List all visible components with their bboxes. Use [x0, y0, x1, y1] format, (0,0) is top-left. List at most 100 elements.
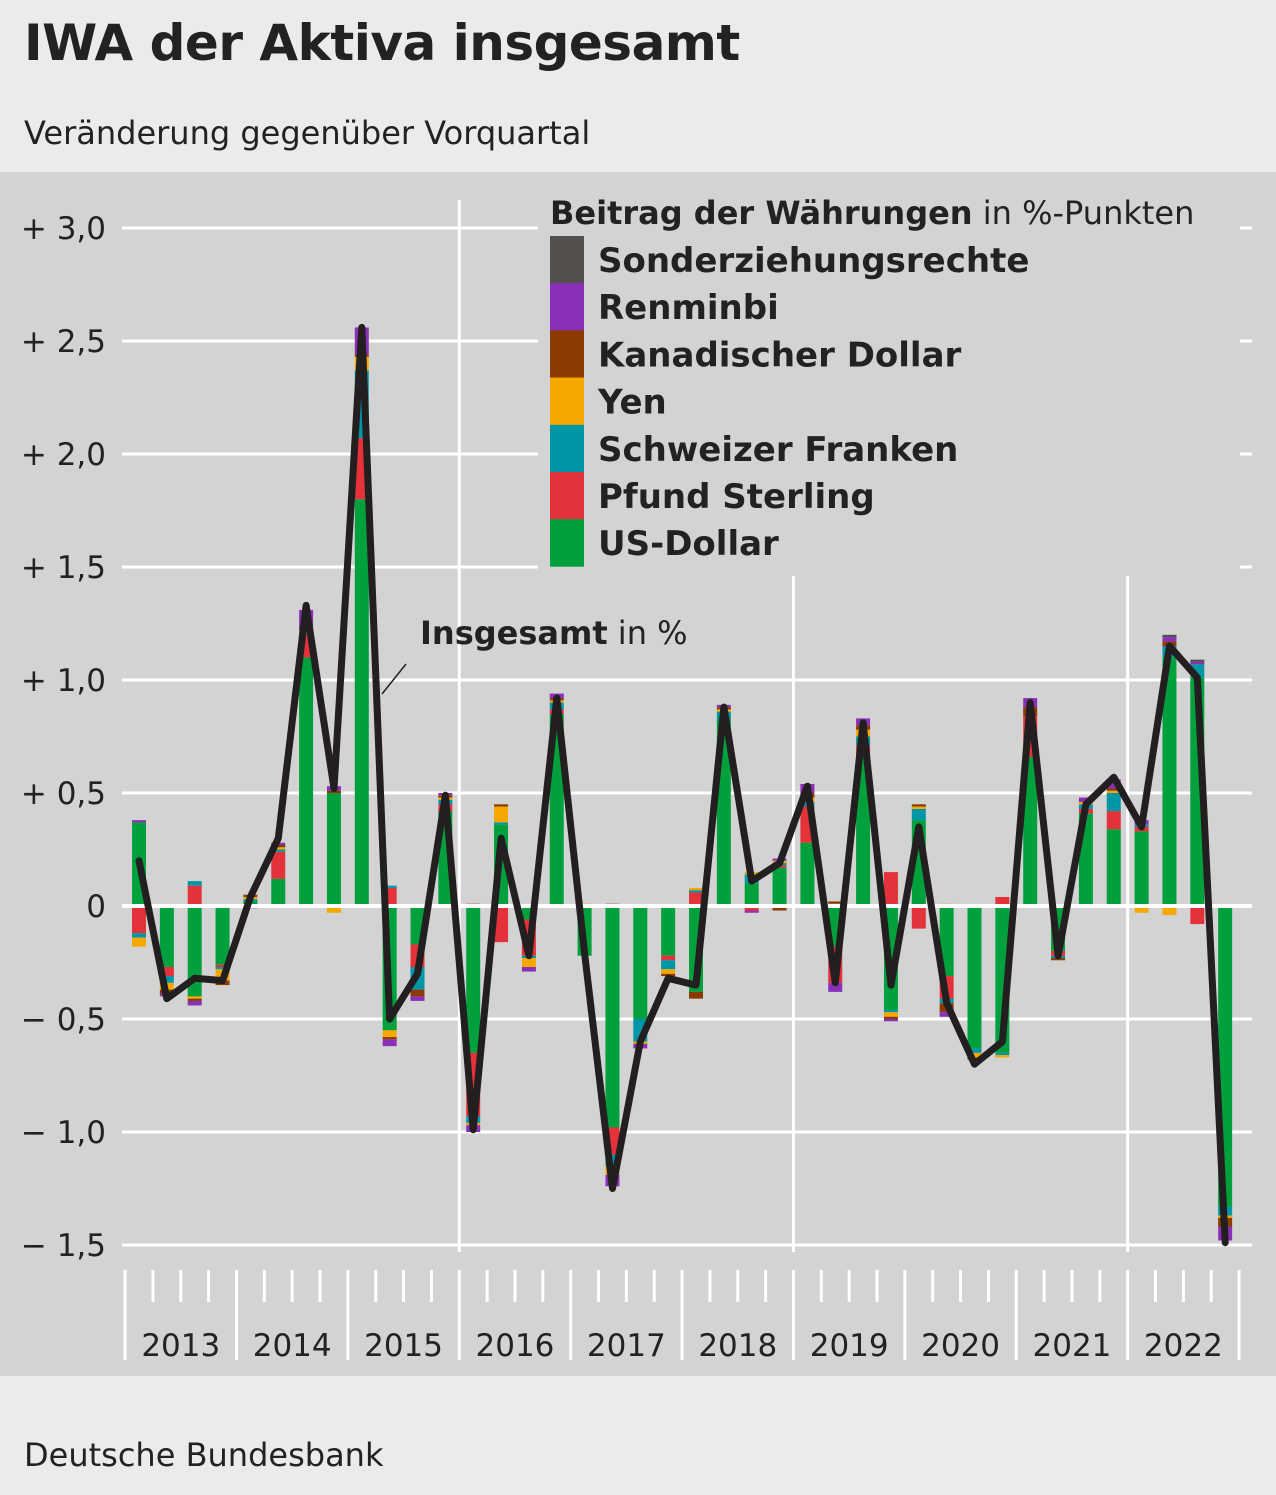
bar-segment: [911, 804, 926, 807]
year-label-2016: 2016: [476, 1328, 555, 1364]
bar-segment: [521, 957, 536, 968]
legend-swatch: [550, 283, 584, 331]
bar-segment: [883, 1012, 898, 1017]
legend-swatch: [550, 236, 584, 284]
bar-segment: [1162, 657, 1177, 906]
bar-segment: [382, 1037, 397, 1040]
legend-title-rest: in %-Punkten: [973, 194, 1195, 232]
y-tick-label-5: + 0,5: [21, 776, 106, 812]
chart-subtitle: Veränderung gegenüber Vorquartal: [24, 114, 591, 152]
bar-segment: [1106, 829, 1121, 906]
year-label-2021: 2021: [1033, 1328, 1112, 1364]
bar-segment: [661, 955, 676, 961]
bar-segment: [633, 906, 648, 1019]
bar-segment: [187, 881, 202, 886]
bar-segment: [271, 849, 286, 852]
legend-swatch: [550, 519, 584, 567]
bar-segment: [772, 906, 787, 911]
bar-segment: [1023, 756, 1038, 906]
bar-segment: [271, 878, 286, 906]
bar-segment: [744, 906, 759, 911]
bar-segment: [494, 822, 509, 825]
legend: Beitrag der Währungen in %-Punkten Sonder…: [538, 190, 1240, 576]
x-axis: 2013 2014 2015 2016 2017 2018 2019 2020 2021 2022: [123, 1270, 1241, 1364]
bar-segment: [159, 906, 174, 968]
y-tick-label-3: + 1,5: [21, 550, 106, 586]
legend-swatch: [550, 377, 584, 426]
year-label-2019: 2019: [810, 1328, 889, 1364]
legend-label: Pfund Sterling: [598, 477, 875, 517]
bar-segment: [382, 885, 397, 888]
bar-segment: [187, 885, 202, 906]
chart-svg: + 3,0 + 2,5 + 2,0 + 1,5 + 1,0 + 0,5 0 − 0,5 − 1,…: [21, 190, 1252, 1364]
bar-segment: [856, 754, 871, 906]
annotation-label-bold: Insgesamt: [420, 614, 608, 652]
legend-swatch: [550, 330, 584, 378]
bar-segment: [911, 906, 926, 929]
bar-segment: [689, 887, 703, 891]
bar-segment: [744, 910, 759, 913]
bar-segment: [466, 906, 481, 1053]
legend-label: Sonderziehungsrechte: [598, 241, 1029, 281]
bar-segment: [494, 804, 509, 807]
bar-segment: [326, 793, 341, 906]
y-axis-labels: + 3,0 + 2,5 + 2,0 + 1,5 + 1,0 + 0,5 0 − 0,5 − 1,…: [21, 211, 106, 1264]
legend-title: Beitrag der Währungen in %-Punkten: [550, 194, 1194, 232]
legend-swatch: [550, 472, 584, 520]
annotation-label: Insgesamt in %: [420, 614, 688, 652]
bar-segment: [661, 960, 676, 970]
bar-segment: [354, 499, 369, 906]
y-tick-label-8: − 1,0: [21, 1115, 106, 1151]
bar-segment: [215, 967, 230, 970]
bar-segment: [911, 808, 926, 821]
legend-title-bold: Beitrag der Währungen: [550, 194, 973, 232]
bar-segment: [689, 892, 703, 906]
bar-segment: [967, 1048, 982, 1053]
bar-segment: [883, 1019, 898, 1022]
bar-segment: [605, 906, 620, 1128]
year-label-2018: 2018: [698, 1328, 777, 1364]
bar-segment: [132, 937, 146, 947]
total-annotation: Insgesamt in %: [381, 614, 688, 695]
legend-label: Renminbi: [598, 288, 779, 328]
bar-segment: [689, 890, 703, 893]
bar-segment: [299, 657, 314, 906]
bar-segment: [494, 806, 509, 823]
bar-segment: [187, 1000, 202, 1006]
bar-segment: [1190, 659, 1205, 662]
bar-segment: [1162, 634, 1177, 638]
bar-segment: [494, 906, 509, 943]
bar-segment: [689, 991, 703, 999]
bar-segment: [995, 1055, 1010, 1058]
chart-title: IWA der Aktiva insgesamt: [24, 14, 740, 72]
bar-segment: [883, 872, 898, 906]
bar-segment: [382, 1039, 397, 1047]
bar-segment: [132, 820, 146, 823]
annotation-label-rest: in %: [608, 614, 688, 652]
bar-segment: [744, 883, 759, 906]
bar-segment: [215, 906, 230, 965]
bar-segment: [828, 982, 843, 992]
bar-segment: [939, 1012, 954, 1017]
bar-segment: [995, 1052, 1010, 1056]
bar-segment: [1106, 793, 1121, 812]
legend-swatch: [550, 424, 584, 473]
bar-segment: [1106, 790, 1121, 793]
bar-segment: [521, 967, 536, 972]
bar-segment: [828, 901, 843, 904]
legend-label: US-Dollar: [598, 524, 779, 564]
bar-segment: [159, 967, 174, 977]
year-label-2022: 2022: [1144, 1328, 1223, 1364]
bar-segment: [410, 996, 425, 1001]
bar-segment: [661, 906, 676, 956]
bar-segment: [187, 996, 202, 999]
source-note: Deutsche Bundesbank: [24, 1436, 384, 1474]
bar-segment: [772, 867, 787, 906]
bar-segment: [1106, 811, 1121, 830]
y-tick-label-1: + 2,5: [21, 324, 106, 360]
y-tick-label-0: + 3,0: [21, 211, 106, 247]
y-tick-label-7: − 0,5: [21, 1002, 106, 1038]
year-label-2014: 2014: [253, 1328, 332, 1364]
legend-label: Kanadischer Dollar: [598, 335, 962, 375]
bar-segment: [883, 1009, 898, 1013]
